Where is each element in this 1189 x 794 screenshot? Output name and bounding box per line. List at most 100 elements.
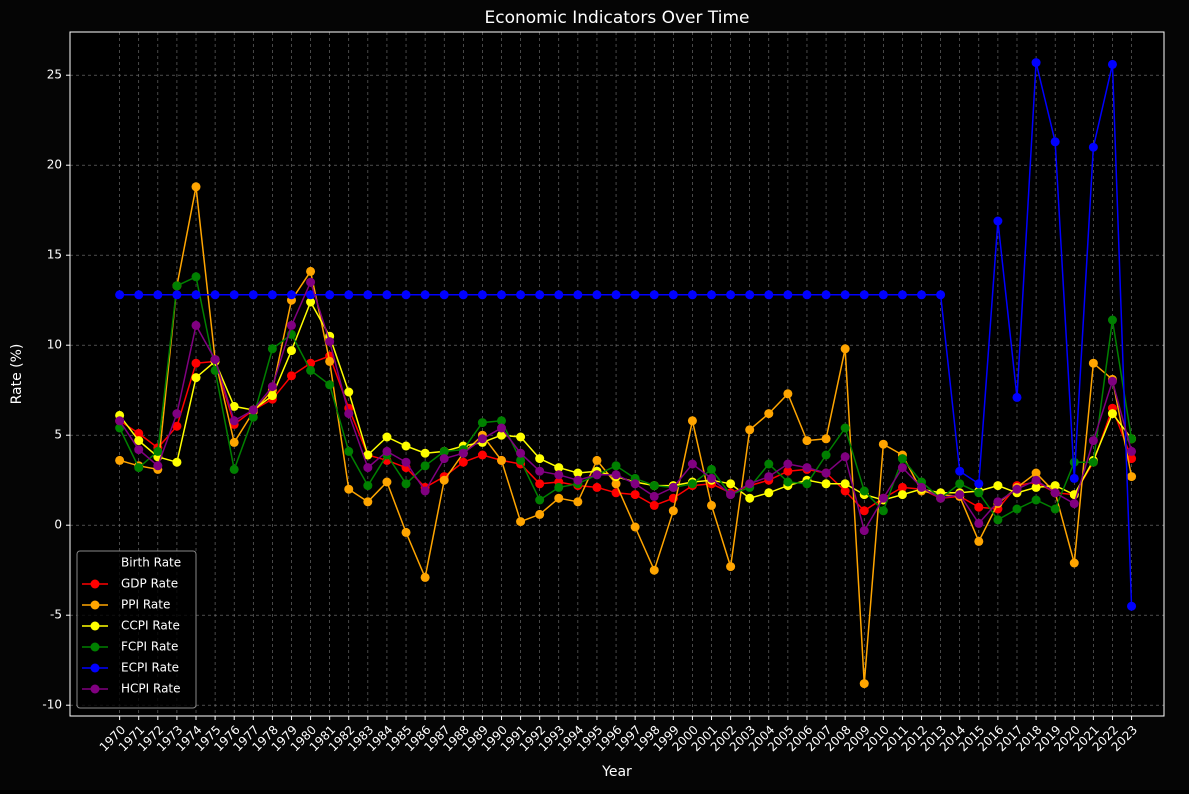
x-axis-label: Year: [601, 764, 632, 780]
data-point: [248, 405, 258, 415]
data-point: [286, 346, 296, 356]
data-point: [859, 290, 869, 300]
data-point: [382, 290, 392, 300]
data-point: [325, 380, 335, 390]
data-point: [267, 382, 277, 392]
data-point: [363, 290, 373, 300]
data-point: [764, 472, 774, 482]
data-point: [1127, 601, 1137, 611]
data-point: [897, 490, 907, 500]
data-point: [439, 290, 449, 300]
data-point: [210, 355, 220, 365]
data-point: [1107, 409, 1117, 419]
data-point: [1031, 482, 1041, 492]
data-point: [554, 470, 564, 480]
data-point: [821, 450, 831, 460]
data-point: [974, 536, 984, 546]
data-point: [172, 290, 182, 300]
legend-label: ECPI Rate: [121, 661, 179, 675]
data-point: [382, 446, 392, 456]
data-point: [783, 466, 793, 476]
data-point: [936, 290, 946, 300]
data-point: [802, 463, 812, 473]
data-point: [401, 441, 411, 451]
data-point: [458, 290, 468, 300]
data-point: [611, 290, 621, 300]
series-line: [119, 186, 1133, 684]
data-point: [955, 466, 965, 476]
data-point: [707, 290, 717, 300]
data-point: [993, 515, 1003, 525]
data-point: [477, 418, 487, 428]
data-point: [496, 416, 506, 426]
data-point: [115, 290, 125, 300]
legend-label: Birth Rate: [121, 556, 181, 570]
data-point: [229, 464, 239, 474]
data-point: [821, 290, 831, 300]
data-point: [592, 290, 602, 300]
data-point: [477, 450, 487, 460]
data-point: [286, 371, 296, 381]
data-point: [248, 412, 258, 422]
data-point: [897, 482, 907, 492]
data-point: [802, 479, 812, 489]
data-point: [306, 266, 316, 276]
data-point: [267, 391, 277, 401]
data-point: [764, 409, 774, 419]
data-point: [745, 479, 755, 489]
data-point: [554, 493, 564, 503]
data-point: [592, 455, 602, 465]
data-point: [1088, 436, 1098, 446]
data-point: [897, 463, 907, 473]
legend-marker: [90, 684, 100, 694]
data-point: [401, 527, 411, 537]
data-point: [516, 290, 526, 300]
data-point: [554, 290, 564, 300]
legend-marker: [90, 600, 100, 610]
data-point: [134, 290, 144, 300]
data-point: [783, 477, 793, 487]
data-point: [1031, 475, 1041, 485]
data-point: [516, 455, 526, 465]
data-point: [134, 428, 144, 438]
data-point: [496, 423, 506, 433]
data-point: [821, 434, 831, 444]
data-point: [134, 445, 144, 455]
data-point: [707, 473, 717, 483]
data-point: [496, 290, 506, 300]
data-point: [974, 518, 984, 528]
data-point: [745, 290, 755, 300]
data-point: [363, 450, 373, 460]
data-point: [649, 481, 659, 491]
data-point: [477, 290, 487, 300]
data-point: [573, 290, 583, 300]
data-point: [191, 290, 201, 300]
data-point: [573, 475, 583, 485]
data-point: [1012, 392, 1022, 402]
data-point: [974, 502, 984, 512]
data-point: [535, 454, 545, 464]
data-point: [611, 461, 621, 471]
data-point: [1107, 376, 1117, 386]
data-point: [821, 479, 831, 489]
data-point: [535, 479, 545, 489]
data-point: [955, 490, 965, 500]
data-point: [840, 452, 850, 462]
data-point: [134, 463, 144, 473]
data-point: [687, 290, 697, 300]
data-point: [554, 463, 564, 473]
data-point: [687, 479, 697, 489]
data-point: [344, 290, 354, 300]
data-point: [1031, 468, 1041, 478]
data-point: [1127, 472, 1137, 482]
legend-label: PPI Rate: [121, 598, 170, 612]
data-point: [1050, 481, 1060, 491]
data-point: [363, 481, 373, 491]
data-point: [382, 477, 392, 487]
data-point: [573, 468, 583, 478]
y-tick-label: 10: [47, 338, 62, 352]
data-point: [821, 468, 831, 478]
data-point: [783, 389, 793, 399]
data-point: [859, 486, 869, 496]
